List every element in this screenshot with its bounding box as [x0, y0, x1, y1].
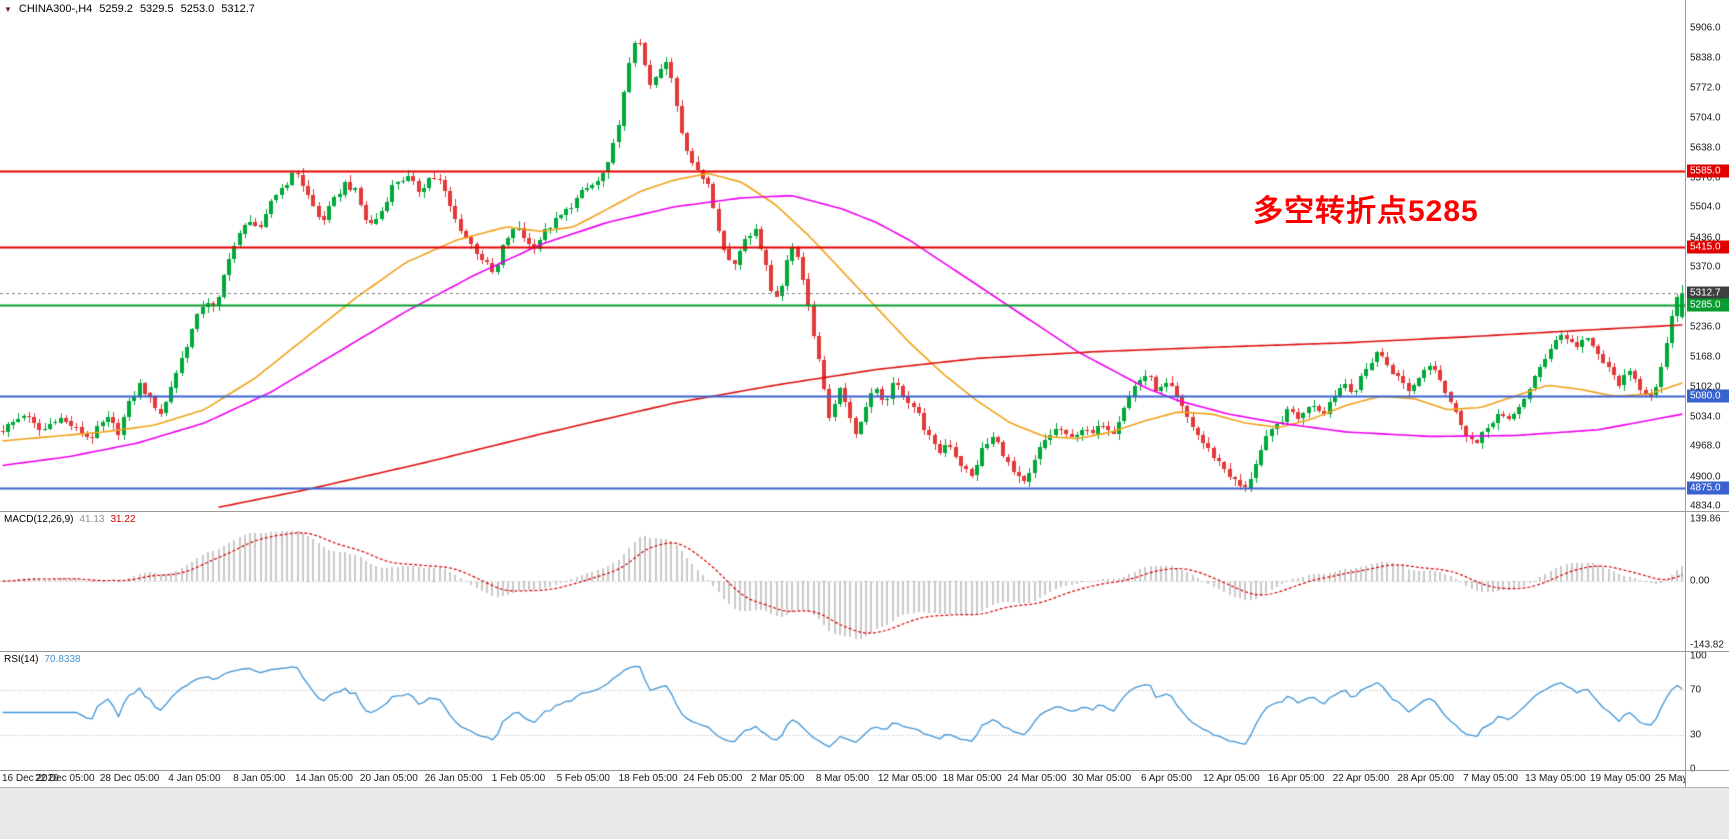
price-axis-label: 4900.0 [1690, 471, 1721, 483]
time-axis-label: 5 Feb 05:00 [556, 773, 610, 784]
time-axis[interactable] [0, 771, 1729, 787]
chart-shift-icon: ▼ [4, 4, 12, 14]
time-axis-label: 24 Feb 05:00 [683, 773, 743, 784]
time-axis-label: 22 Apr 05:00 [1332, 773, 1390, 784]
price-tag: 5312.7 [1687, 286, 1729, 300]
macd-panel: MACD(12,26,9) 41.13 31.22 [0, 512, 1685, 651]
chart-header: ▼ CHINA300-,H4 5259.2 5329.5 5253.0 5312… [4, 3, 255, 15]
macd-signal-value: 31.22 [110, 514, 136, 525]
open-value: 5259.2 [99, 3, 133, 15]
bottom-strip [0, 787, 1729, 839]
time-axis-label: 30 Mar 05:00 [1072, 773, 1132, 784]
time-axis-label: 22 Dec 05:00 [35, 773, 95, 784]
price-axis-label: 5436.0 [1690, 232, 1721, 244]
time-axis-label: 6 Apr 05:00 [1140, 773, 1193, 784]
price-tag: 4875.0 [1687, 481, 1729, 495]
rsi-panel: RSI(14) 70.8338 [0, 652, 1685, 770]
time-axis-label: 28 Dec 05:00 [99, 773, 160, 784]
time-axis-label: 18 Mar 05:00 [942, 773, 1002, 784]
main-chart-panel: ▼ CHINA300-,H4 5259.2 5329.5 5253.0 5312… [0, 0, 1685, 511]
price-axis-label: 5102.0 [1690, 381, 1721, 392]
time-axis-label: 18 Feb 05:00 [618, 773, 678, 784]
rsi-name: RSI(14) [4, 654, 39, 665]
rsi-canvas[interactable] [0, 652, 1685, 770]
rsi-label: RSI(14) 70.8338 [4, 654, 81, 665]
time-axis-label: 16 Apr 05:00 [1267, 773, 1325, 784]
macd-name: MACD(12,26,9) [4, 514, 74, 525]
price-axis-label: 5906.0 [1690, 22, 1721, 34]
rsi-value: 70.8338 [44, 654, 81, 665]
macd-canvas[interactable] [0, 512, 1685, 651]
time-axis-label: 4 Jan 05:00 [168, 773, 221, 784]
panel-divider-macd-rsi[interactable] [0, 651, 1729, 652]
panel-divider-rsi-dates [0, 770, 1729, 771]
rsi-axis-label: 70 [1690, 684, 1702, 696]
price-axis-label: 5504.0 [1690, 201, 1721, 213]
time-axis-label: 7 May 05:00 [1463, 773, 1519, 784]
price-axis-label: 5168.0 [1690, 351, 1721, 363]
price-axis-label: 5370.0 [1690, 261, 1721, 273]
panel-divider-main-macd[interactable] [0, 511, 1729, 512]
price-axis-label: 4968.0 [1690, 440, 1721, 452]
price-axis-label: 5570.0 [1690, 172, 1721, 184]
price-axis-label: 5838.0 [1690, 52, 1721, 64]
time-axis-label: 8 Mar 05:00 [815, 773, 870, 784]
price-axis-label: 5034.0 [1690, 411, 1721, 423]
rsi-axis-label: 0 [1690, 763, 1696, 775]
price-axis-label: 5704.0 [1690, 112, 1721, 124]
main-chart-canvas[interactable] [0, 0, 1685, 511]
time-axis-label: 8 Jan 05:00 [233, 773, 286, 784]
macd-axis-label: 139.86 [1690, 513, 1721, 525]
price-tag: 5415.0 [1687, 240, 1729, 254]
time-axis-label: 14 Jan 05:00 [295, 773, 353, 784]
time-axis-label: 19 May 05:00 [1589, 773, 1651, 784]
close-value: 5312.7 [221, 3, 255, 15]
time-axis-label: 16 Dec 2020 [2, 773, 59, 784]
chart-annotation-text: 多空转折点5285 [1253, 195, 1479, 228]
macd-axis-label: 0.00 [1690, 575, 1710, 587]
rsi-axis-label: 30 [1690, 729, 1702, 741]
time-axis-label: 1 Feb 05:00 [491, 773, 546, 784]
time-axis-label: 2 Mar 05:00 [751, 773, 805, 784]
price-axis-label: 5772.0 [1690, 82, 1721, 94]
price-axis-label: 4834.0 [1690, 500, 1721, 512]
time-axis-label: 12 Apr 05:00 [1202, 773, 1260, 784]
macd-axis-label: -143.82 [1690, 639, 1724, 651]
time-axis-label: 28 Apr 05:00 [1397, 773, 1455, 784]
high-value: 5329.5 [139, 3, 174, 15]
macd-main-value: 41.13 [79, 514, 105, 525]
price-axis-label: 5236.0 [1690, 321, 1721, 333]
symbol-period-label: CHINA300-,H4 [18, 3, 93, 15]
time-axis-label: 20 Jan 05:00 [359, 773, 418, 784]
time-axis-label: 24 Mar 05:00 [1007, 773, 1067, 784]
time-axis-label: 12 Mar 05:00 [877, 773, 937, 784]
low-value: 5253.0 [180, 3, 215, 15]
rsi-axis-label: 100 [1690, 650, 1707, 662]
price-tag: 5080.0 [1687, 389, 1729, 403]
macd-label: MACD(12,26,9) 41.13 31.22 [4, 514, 136, 525]
time-axis-label: 13 May 05:00 [1525, 773, 1586, 784]
time-axis-label: 26 Jan 05:00 [424, 773, 483, 784]
price-axis-label: 5638.0 [1690, 142, 1721, 153]
price-tag: 5285.0 [1687, 298, 1729, 312]
price-tag: 5585.0 [1687, 164, 1729, 178]
